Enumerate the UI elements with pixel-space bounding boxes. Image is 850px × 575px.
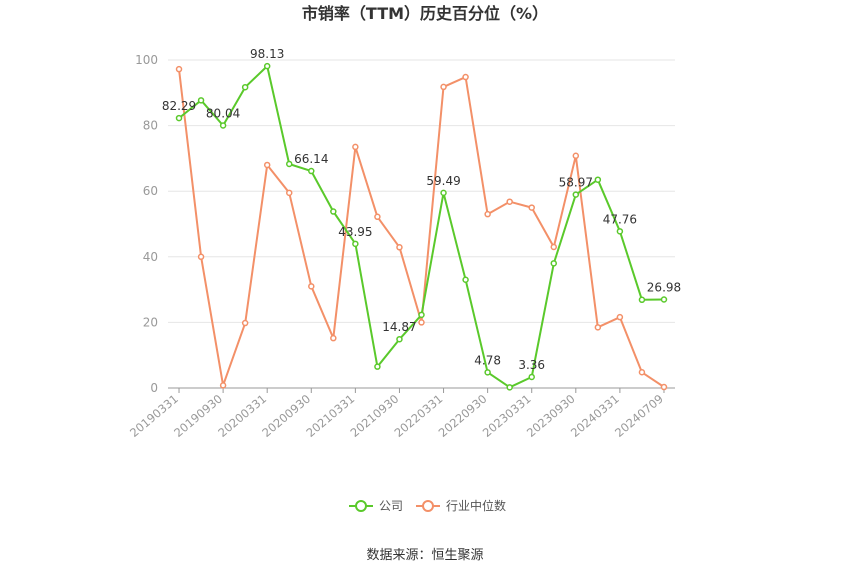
chart-title: 市销率（TTM）历史百分位（%） — [302, 4, 548, 23]
data-point — [484, 210, 491, 218]
series-line — [178, 65, 665, 389]
grid — [168, 59, 675, 323]
series-layer — [175, 62, 668, 391]
data-label: 14.87 — [382, 320, 416, 334]
data-point — [440, 83, 447, 91]
data-point — [330, 208, 337, 215]
y-tick-label: 20 — [143, 315, 158, 329]
data-point — [263, 161, 271, 169]
data-point — [175, 65, 183, 73]
legend-item[interactable]: 公司 — [349, 499, 403, 513]
data-point — [197, 253, 205, 261]
data-point — [285, 160, 293, 168]
data-point — [506, 198, 513, 205]
data-label: 4.78 — [474, 353, 501, 367]
data-point — [374, 213, 381, 221]
data-label: 43.95 — [338, 225, 372, 239]
data-point — [638, 296, 646, 304]
data-point — [594, 324, 602, 331]
data-point — [219, 122, 227, 129]
data-point — [308, 283, 315, 290]
legend-label: 行业中位数 — [446, 498, 506, 513]
data-point — [308, 167, 315, 175]
data-label: 82.29 — [162, 99, 196, 113]
legend[interactable]: 公司 行业中位数 — [349, 498, 506, 513]
data-point — [197, 97, 205, 104]
data-point — [528, 204, 535, 211]
data-point — [462, 73, 469, 81]
data-point — [660, 383, 668, 391]
data-point — [462, 276, 469, 284]
data-point — [352, 143, 359, 151]
data-point — [285, 189, 293, 197]
data-point — [219, 382, 227, 389]
data-point — [550, 260, 558, 267]
data-point — [550, 243, 558, 251]
data-point — [572, 152, 580, 160]
x-tick-label: 20240709 — [612, 392, 666, 440]
data-label: 58.97 — [559, 176, 593, 190]
y-tick-label: 100 — [135, 53, 158, 67]
y-tick-label: 60 — [143, 184, 158, 198]
data-point — [440, 189, 447, 197]
data-point — [418, 311, 425, 319]
legend-swatch-marker — [355, 500, 367, 512]
legend-swatch-marker — [422, 500, 434, 512]
data-source: 数据来源：恒生聚源 — [366, 548, 483, 563]
data-point — [616, 228, 624, 235]
legend-item[interactable]: 行业中位数 — [416, 498, 506, 513]
data-point — [638, 369, 646, 376]
data-point — [396, 244, 403, 251]
y-tick-label: 40 — [143, 250, 158, 264]
data-point — [484, 369, 491, 376]
data-label: 98.13 — [250, 47, 284, 61]
data-point — [352, 240, 359, 248]
data-labels: 82.29 80.04 98.13 66.14 43.95 14.87 59.49 4.78 3… — [162, 47, 681, 372]
data-point — [506, 384, 513, 391]
data-point — [660, 296, 668, 303]
data-label: 3.36 — [518, 358, 545, 372]
data-point — [374, 363, 381, 370]
data-point — [330, 334, 337, 342]
data-point — [396, 335, 403, 343]
data-label: 47.76 — [603, 212, 637, 226]
data-point — [572, 191, 580, 198]
data-point — [241, 83, 249, 91]
y-tick-label: 0 — [150, 381, 158, 395]
data-point — [616, 313, 624, 321]
data-label: 80.04 — [206, 106, 240, 120]
series-line — [178, 69, 665, 388]
data-label: 59.49 — [426, 174, 460, 188]
data-point — [528, 373, 535, 381]
y-tick-label: 80 — [143, 119, 158, 133]
data-point — [418, 319, 425, 326]
data-point — [241, 319, 249, 327]
legend-label: 公司 — [379, 499, 403, 513]
data-point — [175, 114, 183, 122]
data-point — [263, 62, 271, 70]
data-point — [594, 176, 602, 183]
data-label: 26.98 — [647, 281, 681, 295]
data-label: 66.14 — [294, 152, 328, 166]
